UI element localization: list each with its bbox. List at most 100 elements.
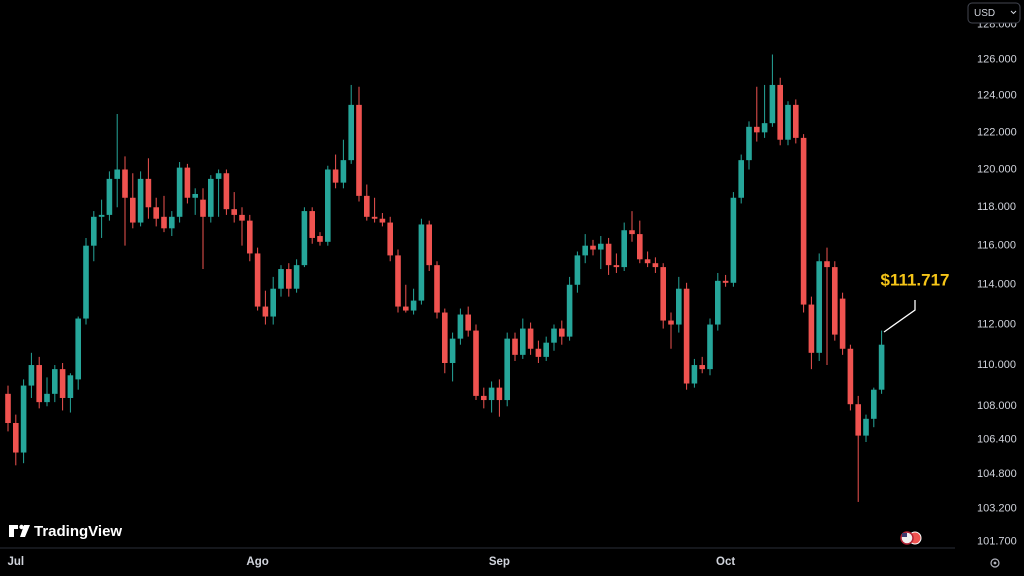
y-tick-label: 124.000 bbox=[977, 90, 1017, 102]
candle-body bbox=[301, 211, 308, 266]
candle-body bbox=[75, 318, 81, 380]
candle-body bbox=[613, 265, 620, 268]
x-tick-label: Sep bbox=[489, 556, 510, 568]
candle-body bbox=[481, 395, 487, 401]
candle-body bbox=[67, 375, 74, 398]
candle-body bbox=[668, 320, 674, 325]
candle-body bbox=[387, 222, 393, 256]
candle-body bbox=[348, 104, 354, 161]
candle-body bbox=[13, 422, 19, 453]
y-tick-label: 112.000 bbox=[977, 318, 1016, 330]
candle-body bbox=[574, 255, 581, 285]
candle-body bbox=[325, 169, 331, 242]
candle-body bbox=[629, 230, 635, 235]
candle-body bbox=[176, 167, 183, 217]
candle-body bbox=[247, 220, 253, 254]
candle-body bbox=[621, 230, 627, 268]
y-tick-label: 114.000 bbox=[977, 279, 1016, 291]
y-tick-label: 104.800 bbox=[977, 468, 1017, 480]
candle-body bbox=[130, 197, 136, 223]
candle-body bbox=[59, 369, 66, 398]
candle-body bbox=[379, 218, 386, 223]
candle-body bbox=[442, 312, 448, 364]
candle-body bbox=[855, 404, 861, 436]
candle-body bbox=[832, 267, 838, 335]
candle-body bbox=[496, 387, 503, 401]
candle-body bbox=[223, 173, 230, 210]
dropdown-icon bbox=[1010, 10, 1017, 15]
candle-body bbox=[410, 300, 417, 311]
candle-body bbox=[520, 328, 526, 355]
candle-body bbox=[5, 393, 11, 423]
candle-body bbox=[293, 265, 300, 289]
candle-body bbox=[317, 236, 323, 242]
flag-icon bbox=[900, 531, 922, 545]
y-tick-label: 106.400 bbox=[977, 434, 1017, 446]
candle-body bbox=[590, 245, 596, 250]
candle-body bbox=[660, 267, 666, 321]
candle-body bbox=[637, 234, 643, 260]
candle-body bbox=[722, 280, 729, 283]
y-tick-label: 122.000 bbox=[977, 126, 1017, 138]
candle-body bbox=[91, 216, 97, 246]
candle-body bbox=[20, 385, 27, 453]
candle-body bbox=[270, 288, 276, 317]
candle-body bbox=[184, 167, 191, 198]
candle-body bbox=[598, 243, 604, 250]
price-axis: 128.000126.000124.000122.000120.000118.0… bbox=[977, 18, 1017, 547]
candle-body bbox=[169, 216, 175, 229]
candle-body bbox=[847, 348, 854, 405]
annotation: $111.717 bbox=[880, 270, 949, 289]
candle-body bbox=[145, 178, 152, 208]
candle-body bbox=[153, 207, 159, 219]
candle-body bbox=[683, 288, 690, 384]
candle-body bbox=[106, 178, 113, 215]
candle-body bbox=[473, 330, 479, 396]
currency-button[interactable] bbox=[967, 2, 1021, 24]
candle-body bbox=[488, 387, 495, 401]
tradingview-logo bbox=[9, 524, 30, 537]
candle-body bbox=[644, 259, 651, 264]
candle-body bbox=[278, 269, 284, 289]
y-tick-label: 110.000 bbox=[977, 359, 1016, 371]
candle-body bbox=[769, 84, 776, 124]
candle-body bbox=[816, 261, 822, 353]
settings-icon[interactable] bbox=[990, 558, 1000, 568]
candle-body bbox=[543, 342, 549, 357]
y-tick-label: 101.700 bbox=[977, 535, 1017, 547]
candle-body bbox=[36, 365, 42, 403]
candle-body bbox=[192, 193, 198, 198]
y-tick-label: 103.200 bbox=[977, 502, 1017, 514]
candle-body bbox=[395, 255, 401, 307]
candle-body bbox=[754, 126, 760, 133]
candle-body bbox=[239, 214, 245, 221]
candle-body bbox=[738, 160, 744, 198]
candle-body bbox=[403, 306, 409, 311]
candle-body bbox=[512, 338, 518, 355]
y-tick-label: 108.000 bbox=[977, 400, 1017, 412]
candle-body bbox=[551, 328, 557, 343]
candle-body bbox=[582, 245, 588, 256]
candle-body bbox=[332, 169, 339, 183]
candle-body bbox=[715, 280, 721, 325]
watermark: TradingView bbox=[34, 523, 122, 540]
candle-body bbox=[44, 393, 50, 403]
candle-body bbox=[262, 306, 269, 317]
candle-body bbox=[309, 211, 315, 238]
candle-body bbox=[504, 338, 510, 401]
candle-body bbox=[434, 265, 440, 313]
candle-body bbox=[746, 126, 752, 161]
candle-body bbox=[418, 224, 425, 301]
x-tick-label: Ago bbox=[246, 556, 268, 568]
y-tick-label: 120.000 bbox=[977, 163, 1017, 175]
candle-body bbox=[28, 365, 35, 386]
candle-body bbox=[215, 173, 222, 179]
candle-body bbox=[208, 178, 214, 217]
candle-body bbox=[785, 104, 791, 140]
candle-body bbox=[863, 418, 869, 436]
candle-body bbox=[793, 104, 799, 138]
plot bbox=[5, 54, 885, 502]
candle-body bbox=[137, 178, 144, 223]
